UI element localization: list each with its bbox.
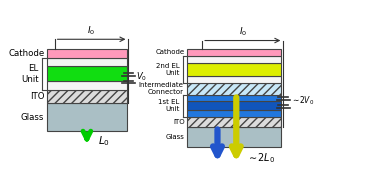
Text: EL
Unit: EL Unit (21, 64, 39, 84)
Text: ITO: ITO (30, 92, 44, 101)
Bar (47, 58, 127, 66)
Text: $V_0$: $V_0$ (136, 70, 147, 83)
Bar (187, 110, 282, 117)
Text: Cathode: Cathode (156, 49, 185, 55)
Bar (187, 83, 282, 95)
Text: Glass: Glass (21, 113, 44, 122)
Text: 1st EL
Unit: 1st EL Unit (158, 99, 179, 112)
Text: Glass: Glass (166, 134, 185, 140)
Bar (47, 66, 127, 81)
Bar (47, 49, 127, 58)
Bar (187, 63, 282, 76)
Bar (187, 117, 282, 127)
Text: $I_0$: $I_0$ (239, 26, 247, 38)
Text: $\sim\! 2L_0$: $\sim\! 2L_0$ (246, 151, 274, 165)
Text: Cathode: Cathode (8, 49, 44, 58)
Bar (187, 56, 282, 63)
Bar (187, 49, 282, 56)
Bar (47, 90, 127, 103)
Bar (47, 81, 127, 90)
Text: $L_0$: $L_0$ (98, 134, 110, 148)
Bar (187, 102, 282, 110)
Bar (187, 76, 282, 83)
Text: $\sim\!2V_0$: $\sim\!2V_0$ (291, 94, 315, 107)
Bar (187, 127, 282, 147)
Text: 2nd EL
Unit: 2nd EL Unit (155, 63, 179, 76)
Text: ITO: ITO (173, 119, 185, 125)
Text: $I_0$: $I_0$ (87, 25, 96, 37)
Bar (47, 103, 127, 131)
Text: Intermediate
Connector: Intermediate Connector (139, 82, 184, 95)
Bar (187, 95, 282, 102)
